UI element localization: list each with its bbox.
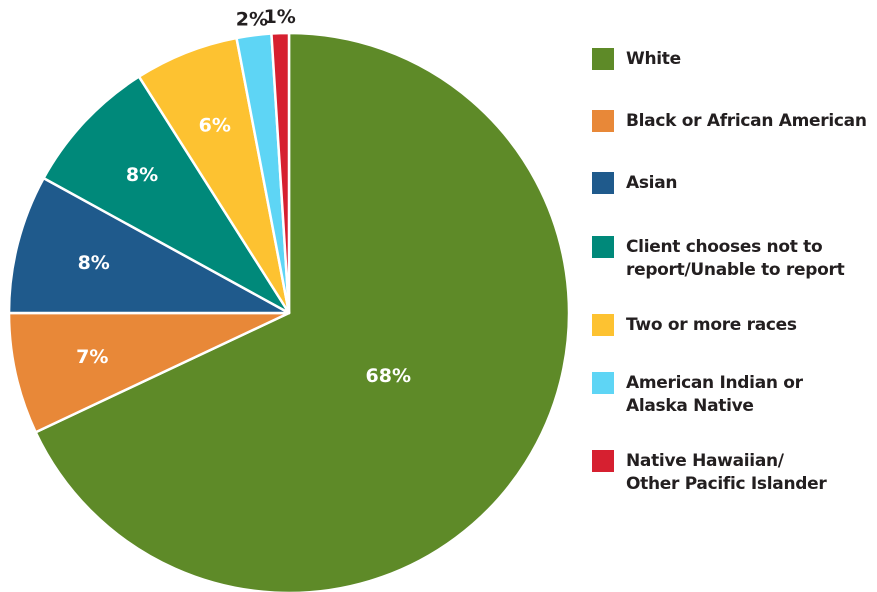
slice-label: 8%	[126, 164, 158, 186]
legend-swatch	[592, 48, 614, 70]
slice-label: 6%	[199, 115, 231, 137]
slice-label: 7%	[76, 346, 108, 368]
legend-label-line: Client chooses not to	[626, 237, 823, 257]
pie-chart: 68% 7% 8% 8% 6% 2%1%	[7, 6, 571, 592]
legend-label-line: White	[626, 49, 681, 69]
legend-label-line: Asian	[626, 173, 678, 193]
legend-swatch	[592, 110, 614, 132]
legend-item: Asian	[592, 172, 877, 195]
slice-label: 68%	[366, 365, 411, 387]
legend-swatch	[592, 372, 614, 394]
legend-label-line: Black or African American	[626, 111, 867, 131]
legend-label-line: Alaska Native	[626, 396, 754, 416]
legend-label-line: Two or more races	[626, 315, 797, 335]
legend-item: Client chooses not to report/Unable to re…	[592, 236, 877, 282]
slice-label: 2%	[236, 8, 268, 30]
pie-slice	[42, 75, 291, 315]
legend-swatch	[592, 450, 614, 472]
pie-slice	[270, 31, 291, 315]
legend-swatch	[592, 236, 614, 258]
legend-label: Native Hawaiian/Other Pacific Islander	[626, 450, 827, 496]
pie-slice	[34, 31, 571, 592]
legend-label-line: Other Pacific Islander	[626, 474, 827, 494]
legend-label-line: American Indian or	[626, 373, 803, 393]
legend-label: Asian	[626, 172, 677, 195]
legend-label: White	[626, 48, 681, 71]
legend-label: Black or African American	[626, 110, 867, 133]
legend-swatch	[592, 172, 614, 194]
legend-label: Client chooses not to report/Unable to re…	[626, 236, 845, 282]
chart-legend: White Black or African American Asian Clien…	[592, 0, 877, 592]
legend-swatch	[592, 314, 614, 336]
slice-label: 8%	[78, 252, 110, 274]
legend-item: Two or more races	[592, 314, 877, 337]
legend-label-line: report/Unable to report	[626, 260, 845, 280]
slice-label: 1%	[264, 6, 296, 28]
legend-item: Black or African American	[592, 110, 877, 133]
legend-label-line: Native Hawaiian/	[626, 451, 784, 471]
legend-item: White	[592, 48, 877, 71]
legend-label: American Indian or Alaska Native	[626, 372, 803, 418]
legend-item: American Indian or Alaska Native	[592, 372, 877, 418]
pie-slice	[7, 311, 291, 434]
pie-slice	[7, 176, 291, 315]
legend-label: Two or more races	[626, 314, 797, 337]
legend-item: Native Hawaiian/Other Pacific Islander	[592, 450, 877, 496]
